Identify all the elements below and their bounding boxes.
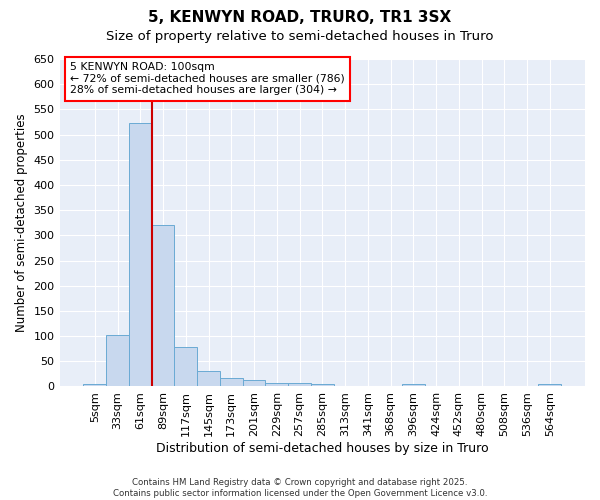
Bar bbox=[242, 380, 265, 386]
Text: 5, KENWYN ROAD, TRURO, TR1 3SX: 5, KENWYN ROAD, TRURO, TR1 3SX bbox=[148, 10, 452, 25]
Bar bbox=[152, 225, 175, 386]
Bar bbox=[220, 378, 242, 386]
Y-axis label: Number of semi-detached properties: Number of semi-detached properties bbox=[15, 114, 28, 332]
Bar bbox=[83, 384, 106, 386]
Bar bbox=[402, 384, 425, 386]
Bar bbox=[265, 384, 288, 386]
X-axis label: Distribution of semi-detached houses by size in Truro: Distribution of semi-detached houses by … bbox=[156, 442, 488, 455]
Text: Size of property relative to semi-detached houses in Truro: Size of property relative to semi-detach… bbox=[106, 30, 494, 43]
Bar bbox=[175, 346, 197, 387]
Bar bbox=[288, 383, 311, 386]
Bar bbox=[311, 384, 334, 386]
Bar bbox=[538, 384, 561, 386]
Bar bbox=[197, 371, 220, 386]
Text: Contains HM Land Registry data © Crown copyright and database right 2025.
Contai: Contains HM Land Registry data © Crown c… bbox=[113, 478, 487, 498]
Text: 5 KENWYN ROAD: 100sqm
← 72% of semi-detached houses are smaller (786)
28% of sem: 5 KENWYN ROAD: 100sqm ← 72% of semi-deta… bbox=[70, 62, 345, 96]
Bar bbox=[129, 124, 152, 386]
Bar bbox=[106, 334, 129, 386]
